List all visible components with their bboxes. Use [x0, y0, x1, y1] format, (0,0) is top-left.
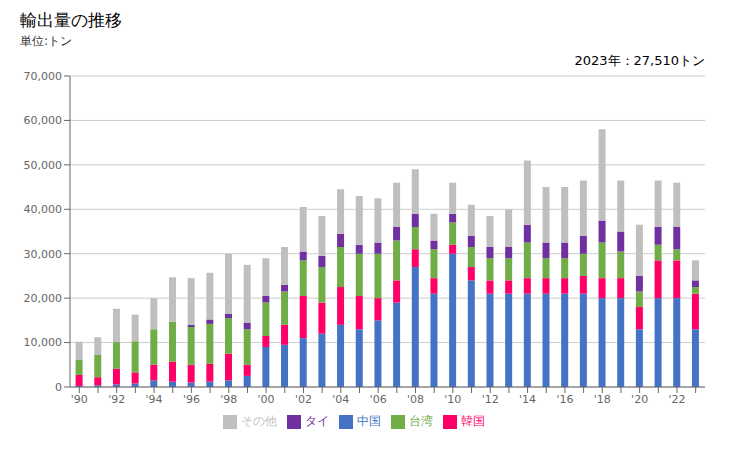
- svg-text:'92: '92: [108, 393, 125, 406]
- svg-text:'18: '18: [594, 393, 611, 406]
- svg-text:'20: '20: [631, 393, 648, 406]
- svg-text:0: 0: [55, 381, 62, 394]
- svg-text:30,000: 30,000: [24, 248, 63, 261]
- svg-text:'00: '00: [258, 393, 275, 406]
- svg-text:'10: '10: [444, 393, 461, 406]
- svg-text:20,000: 20,000: [24, 292, 63, 305]
- svg-text:'04: '04: [332, 393, 349, 406]
- svg-text:'98: '98: [220, 393, 237, 406]
- svg-text:'16: '16: [556, 393, 573, 406]
- svg-text:40,000: 40,000: [24, 203, 63, 216]
- svg-text:'94: '94: [146, 393, 163, 406]
- svg-text:'14: '14: [519, 393, 536, 406]
- svg-text:'90: '90: [71, 393, 88, 406]
- svg-text:'22: '22: [668, 393, 685, 406]
- html-text:2023年：27,510トン: 2023年：27,510トン: [574, 53, 705, 68]
- svg-text:'08: '08: [407, 393, 424, 406]
- svg-text:'12: '12: [482, 393, 499, 406]
- html-text:韓国: 韓国: [460, 414, 485, 428]
- svg-text:10,000: 10,000: [24, 336, 63, 349]
- svg-text:'06: '06: [370, 393, 387, 406]
- html-text:台湾: 台湾: [408, 414, 433, 428]
- html-text:タイ: タイ: [304, 414, 329, 428]
- svg-text:70,000: 70,000: [24, 70, 63, 83]
- svg-text:60,000: 60,000: [24, 114, 63, 127]
- html-text:その他: その他: [240, 414, 277, 428]
- html-text:輸出量の推移: 輸出量の推移: [20, 10, 122, 30]
- svg-text:'96: '96: [183, 393, 200, 406]
- svg-text:'02: '02: [295, 393, 312, 406]
- html-text:単位:トン: 単位:トン: [20, 34, 72, 48]
- svg-text:50,000: 50,000: [24, 159, 63, 172]
- html-text:中国: 中国: [356, 414, 381, 428]
